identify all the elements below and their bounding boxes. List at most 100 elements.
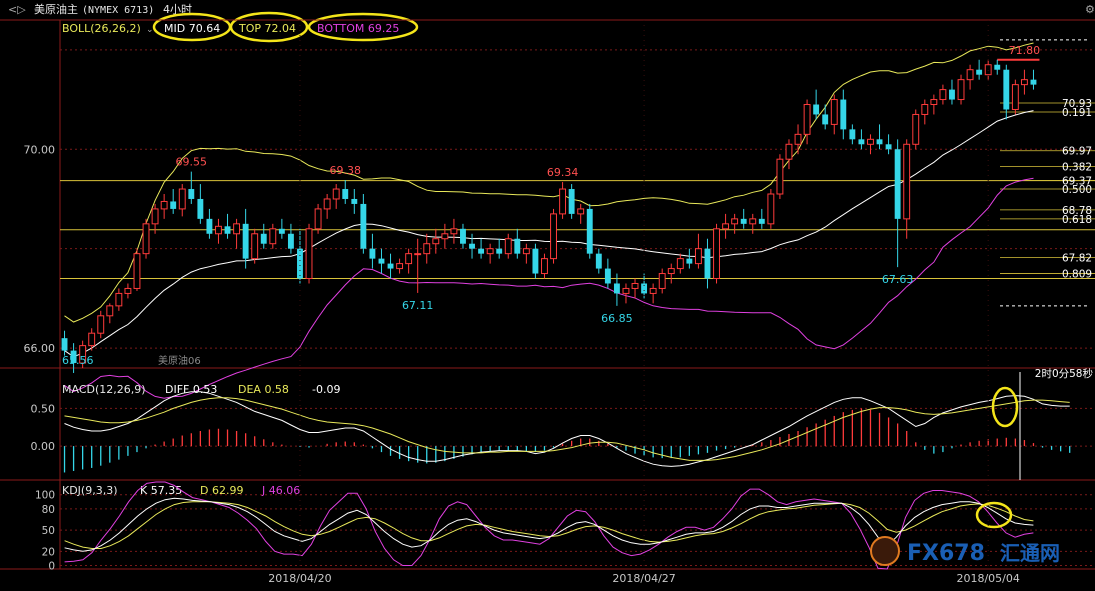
candle-body (496, 249, 502, 254)
candle-body (949, 90, 955, 100)
candle-body (288, 234, 294, 249)
high-annotation: 69.38 (330, 164, 362, 177)
candle-body (795, 134, 801, 144)
candle-body (306, 229, 312, 279)
candle (134, 249, 140, 291)
boll-bottom-value: BOTTOM 69.25 (317, 22, 399, 35)
candle-body (415, 254, 421, 255)
candle-body (351, 199, 357, 204)
candle-body (143, 224, 149, 254)
candle-body (188, 189, 194, 199)
instrument-code: (NYMEX 6713) (82, 5, 154, 16)
candle-body (379, 259, 385, 264)
candle-body (62, 338, 68, 350)
candle-body (388, 264, 394, 269)
candle-body (868, 139, 874, 144)
candle-body (904, 144, 910, 219)
back-arrow-icon[interactable]: <▷ (8, 3, 26, 16)
high-annotation: 69.34 (547, 166, 579, 179)
x-tick-label: 2018/04/20 (268, 572, 331, 585)
kdj-tick-label: 0 (48, 560, 55, 572)
countdown-label: 2时0分58秒 (1035, 367, 1094, 380)
candle-body (469, 244, 475, 249)
candle-body (723, 224, 729, 229)
fib-level-label: 69.97 (1062, 146, 1092, 158)
candle-body (650, 288, 656, 293)
candle-body (895, 149, 901, 219)
candle (551, 209, 557, 264)
candle-body (333, 189, 339, 199)
candle (768, 189, 774, 229)
boll-label[interactable]: BOLL(26,26,2) (62, 22, 141, 35)
candle-body (831, 100, 837, 125)
candle-body (406, 254, 412, 264)
candle-body (632, 283, 638, 288)
candle-body (324, 199, 330, 209)
macd-tick-label: 0.50 (31, 402, 56, 415)
candle-body (523, 249, 529, 254)
candle-body (840, 100, 846, 130)
candle-body (623, 288, 629, 293)
candle-body (125, 288, 131, 293)
candle-body (179, 189, 185, 209)
x-tick-label: 2018/05/04 (956, 572, 1019, 585)
candle-body (433, 239, 439, 244)
macd-tick-label: 0.00 (31, 440, 56, 453)
low-annotation: 67.63 (882, 273, 914, 286)
candle-body (705, 249, 711, 279)
candle (1012, 80, 1018, 115)
watermark-logo-icon (871, 537, 899, 565)
candle-body (659, 274, 665, 289)
candle-body (460, 229, 466, 244)
corner-instrument-label: 美原油06 (158, 354, 201, 367)
candle-body (913, 114, 919, 144)
candle-body (804, 105, 810, 135)
boll-top-value: TOP 72.04 (238, 22, 296, 35)
instrument-title: 美原油主 (34, 2, 78, 16)
candle-body (487, 249, 493, 254)
candle-body (641, 283, 647, 293)
settings-icon[interactable]: ⚙ (1085, 3, 1095, 16)
last-price-label: 65.56 (62, 354, 94, 367)
candle-body (397, 264, 403, 269)
candle-body (587, 209, 593, 254)
candle-body (270, 229, 276, 244)
candle-body (922, 105, 928, 115)
fib-level-label: 0.618 (1062, 214, 1092, 226)
candle-body (514, 239, 520, 254)
candle-body (342, 189, 348, 199)
candle-body (279, 229, 285, 234)
candle-body (596, 254, 602, 269)
candle-body (958, 80, 964, 100)
macd-diff-value: DIFF 0.53 (165, 383, 217, 396)
candle-body (551, 214, 557, 259)
fib-level-label: 0.809 (1062, 269, 1092, 281)
candle-body (777, 159, 783, 194)
candle-body (750, 219, 756, 224)
low-annotation: 67.11 (402, 299, 434, 312)
candle (143, 219, 149, 259)
macd-hist-value: -0.09 (312, 383, 340, 396)
fib-level-label: 0.191 (1062, 107, 1092, 119)
candle-body (234, 224, 240, 234)
candle-body (369, 249, 375, 259)
candle-body (813, 105, 819, 115)
candle (714, 224, 720, 284)
boll-dropdown-icon[interactable]: ⌄ (146, 25, 154, 35)
candle (532, 244, 538, 279)
candle-body (786, 144, 792, 159)
candle-body (478, 249, 484, 254)
candle-body (1031, 80, 1037, 85)
candle-body (967, 70, 973, 80)
high-annotation: 71.80 (1009, 44, 1041, 57)
candle-body (976, 70, 982, 75)
candle-body (442, 234, 448, 239)
candle-body (542, 259, 548, 274)
candle-body (822, 114, 828, 124)
candle-body (605, 269, 611, 284)
candle-body (1012, 85, 1018, 110)
kdj-tick-label: 50 (42, 525, 55, 537)
candle-body (1003, 70, 1009, 110)
